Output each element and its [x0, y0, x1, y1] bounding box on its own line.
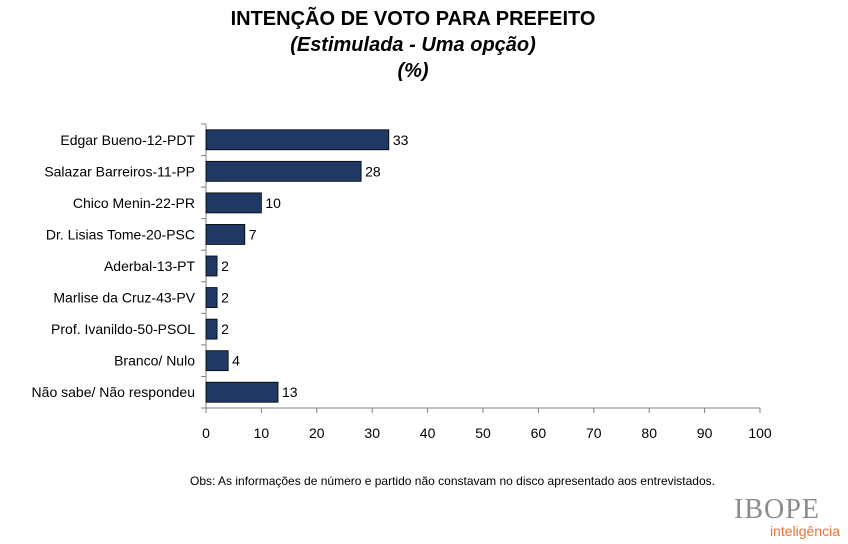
- x-tick-label: 70: [586, 425, 602, 441]
- value-label: 10: [265, 195, 281, 211]
- bar: [205, 255, 218, 277]
- value-label: 7: [249, 226, 257, 242]
- value-label: 2: [221, 258, 229, 274]
- chart-title-block: INTENÇÃO DE VOTO PARA PREFEITO (Estimula…: [0, 6, 826, 84]
- category-label: Edgar Bueno-12-PDT: [60, 132, 195, 148]
- bar: [205, 160, 362, 182]
- category-label: Não sabe/ Não respondeu: [32, 384, 195, 400]
- x-tick-label: 40: [420, 425, 436, 441]
- value-label: 2: [221, 321, 229, 337]
- logo-main-text: IBOPE: [734, 494, 820, 525]
- x-tick-label: 0: [202, 425, 210, 441]
- value-label: 28: [365, 163, 381, 179]
- chart-subtitle: (Estimulada - Uma opção): [290, 34, 536, 56]
- bar: [205, 129, 390, 151]
- ibope-logo: IBOPE inteligência: [714, 496, 840, 539]
- value-label: 4: [232, 353, 240, 369]
- category-label: Branco/ Nulo: [114, 353, 195, 369]
- bar: [205, 381, 279, 403]
- category-label: Marlise da Cruz-43-PV: [53, 290, 195, 306]
- x-tick-label: 90: [697, 425, 713, 441]
- footnote: Obs: As informações de número e partido …: [190, 474, 715, 488]
- value-label: 33: [393, 132, 409, 148]
- x-tick-label: 20: [309, 425, 325, 441]
- x-tick-label: 10: [254, 425, 270, 441]
- category-label: Prof. Ivanildo-50-PSOL: [51, 321, 195, 337]
- bar: [205, 192, 262, 214]
- category-label: Salazar Barreiros-11-PP: [44, 163, 195, 179]
- category-label: Aderbal-13-PT: [104, 258, 195, 274]
- x-tick-label: 60: [531, 425, 547, 441]
- chart-unit: (%): [397, 60, 429, 82]
- logo-sub-text: inteligência: [769, 523, 840, 539]
- category-label: Chico Menin-22-PR: [73, 195, 195, 211]
- bar: [205, 350, 229, 372]
- bar: [205, 224, 246, 245]
- x-tick-label: 80: [641, 425, 657, 441]
- x-tick-label: 30: [364, 425, 380, 441]
- bar: [205, 318, 218, 340]
- x-tick-label: 50: [475, 425, 491, 441]
- category-label: Dr. Lisias Tome-20-PSC: [46, 226, 195, 242]
- value-label: 13: [282, 384, 298, 400]
- bar: [205, 287, 218, 308]
- value-label: 2: [221, 290, 229, 306]
- chart-title: INTENÇÃO DE VOTO PARA PREFEITO: [230, 8, 596, 30]
- x-tick-label: 100: [748, 425, 772, 441]
